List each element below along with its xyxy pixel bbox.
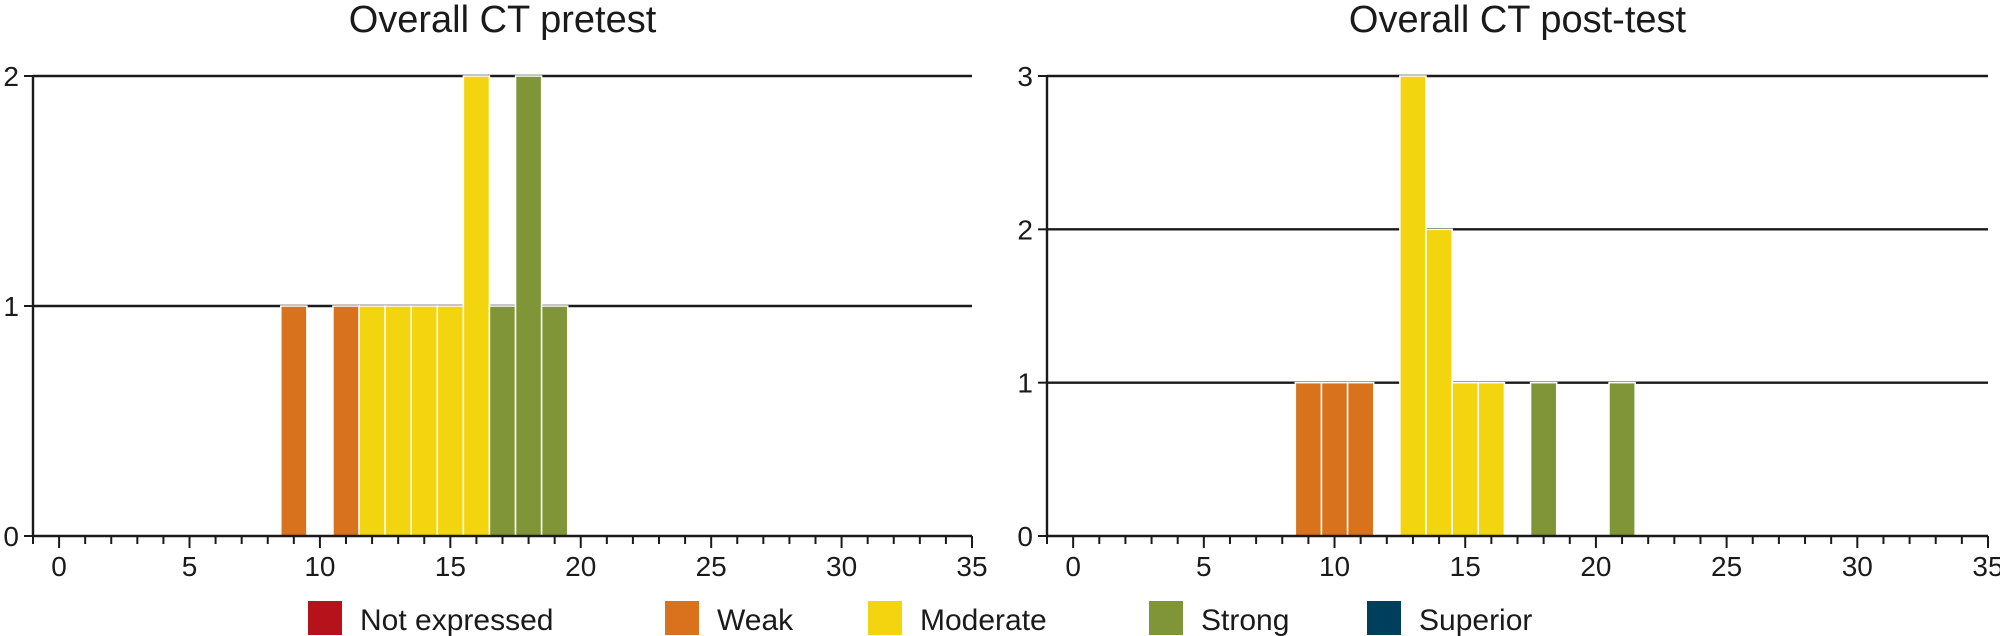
legend-swatch (308, 601, 342, 635)
legend-label: Weak (717, 604, 794, 636)
bar-x13 (1399, 75, 1427, 537)
y-tick-label: 2 (3, 61, 19, 92)
bar-x15 (436, 305, 465, 537)
bar-x16 (1477, 381, 1506, 537)
legend: Not expressed Weak Moderate Strong Superior (308, 601, 1532, 636)
bar-x9 (1294, 381, 1323, 537)
y-tick-label: 0 (3, 521, 19, 552)
x-tick-label: 30 (826, 551, 857, 582)
x-tick-label: 35 (956, 551, 987, 582)
legend-label: Strong (1201, 604, 1289, 636)
x-tick-label: 30 (1842, 551, 1873, 582)
bar-x17 (488, 305, 517, 537)
x-tick-label: 10 (304, 551, 335, 582)
bar-x11 (1346, 381, 1375, 537)
bar-x18 (514, 75, 543, 537)
x-tick-label: 20 (565, 551, 596, 582)
bar-x12 (358, 305, 386, 537)
x-tick-label: 5 (182, 551, 198, 582)
legend-swatch (665, 601, 699, 635)
x-tick-label: 25 (696, 551, 727, 582)
legend-label: Not expressed (360, 604, 553, 636)
bar-x11 (332, 305, 360, 537)
x-tick-label: 20 (1580, 551, 1611, 582)
y-tick-label: 1 (3, 291, 19, 322)
chart-title: Overall CT pretest (349, 0, 657, 41)
y-tick-label: 2 (1017, 214, 1033, 245)
bar-x16 (462, 75, 491, 537)
y-tick-label: 0 (1017, 521, 1033, 552)
x-tick-label: 5 (1196, 551, 1212, 582)
legend-label: Moderate (920, 604, 1047, 636)
x-tick-label: 35 (1972, 551, 2000, 582)
chart-title: Overall CT post-test (1349, 0, 1687, 41)
x-tick-label: 15 (1450, 551, 1481, 582)
y-tick-label: 3 (1017, 61, 1033, 92)
bar-x14 (1425, 228, 1453, 537)
bar-x19 (540, 305, 569, 537)
x-tick-label: 15 (435, 551, 466, 582)
bar-x18 (1529, 381, 1558, 537)
legend-swatch (868, 601, 902, 635)
bar-x9 (280, 305, 308, 537)
legend-swatch (1367, 601, 1401, 635)
x-tick-label: 10 (1319, 551, 1350, 582)
bar-x21 (1608, 381, 1636, 537)
legend-swatch (1149, 601, 1183, 635)
bar-x13 (384, 305, 412, 537)
bar-x14 (410, 305, 439, 537)
x-tick-label: 0 (1065, 551, 1081, 582)
y-tick-label: 1 (1017, 368, 1033, 399)
legend-label: Superior (1419, 604, 1532, 636)
x-tick-label: 0 (51, 551, 67, 582)
x-tick-label: 25 (1711, 551, 1742, 582)
bar-x10 (1320, 381, 1349, 537)
bar-x15 (1451, 381, 1480, 537)
